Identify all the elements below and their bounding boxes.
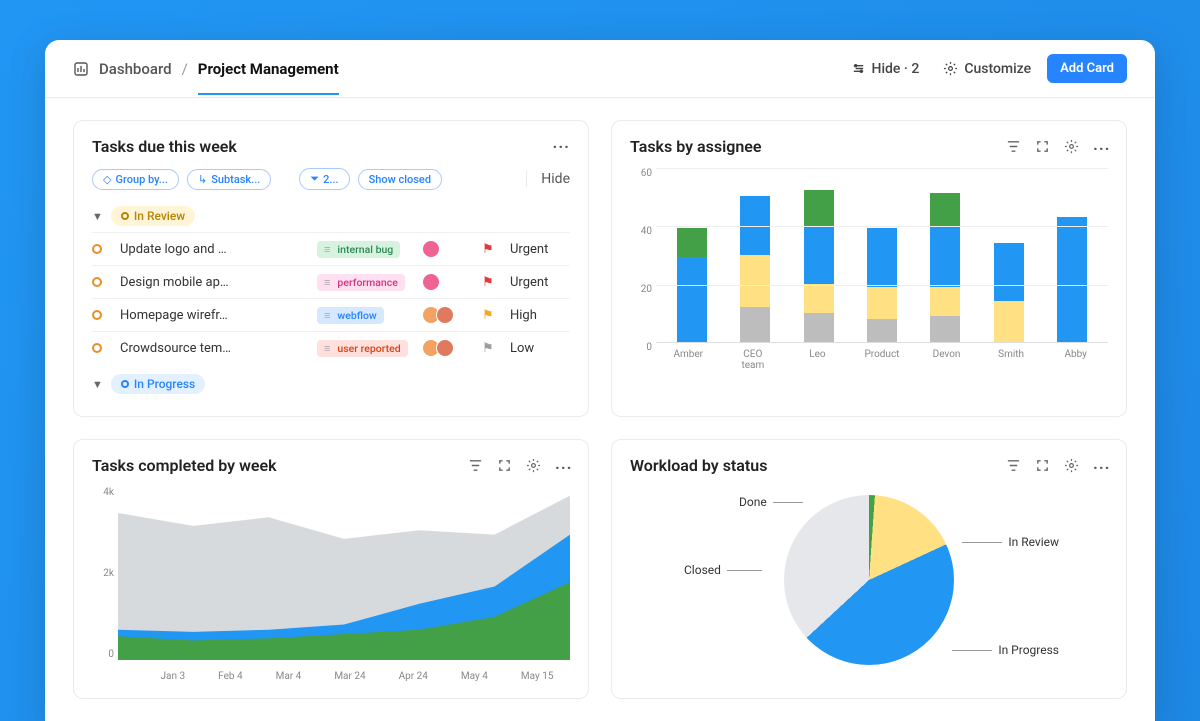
card-workload: Workload by status ··· Done In Review In P…	[611, 439, 1127, 699]
hide-link[interactable]: Hide	[526, 171, 570, 187]
assignees[interactable]	[422, 240, 472, 258]
breadcrumb-root[interactable]: Dashboard	[99, 60, 172, 78]
tag-badge[interactable]: user reported	[317, 340, 408, 357]
status-dot-icon	[92, 310, 102, 320]
flag-icon[interactable]: ⚑	[482, 341, 500, 356]
filter-pills: ◇ Group by... ↳ Subtask... ⏷ 2... Show c…	[92, 168, 570, 190]
status-dot-icon	[92, 343, 102, 353]
group-header-in-review[interactable]: ▼ In Review	[92, 200, 570, 232]
pie-label: In Progress	[952, 643, 1059, 657]
assignees[interactable]	[422, 273, 472, 291]
topbar: Dashboard / Project Management Hide · 2 …	[45, 40, 1155, 98]
task-name: Update logo and …	[120, 242, 307, 257]
tag-badge[interactable]: internal bug	[317, 241, 400, 258]
hide-button-label: Hide · 2	[872, 61, 920, 77]
pie-label: Closed	[684, 563, 762, 577]
priority-label: Urgent	[510, 275, 570, 290]
dashboard-icon	[73, 61, 89, 77]
task-name: Homepage wirefr…	[120, 308, 307, 323]
priority-label: Urgent	[510, 242, 570, 257]
card-menu-icon[interactable]: ···	[1093, 139, 1108, 154]
bar[interactable]	[994, 243, 1024, 342]
status-dot-icon	[92, 244, 102, 254]
stacked-bar-chart: 6040200 AmberCEO teamLeoProductDevonSmit…	[630, 168, 1108, 371]
cards-grid: Tasks due this week ··· ◇ Group by... ↳ …	[45, 98, 1155, 721]
flag-icon[interactable]: ⚑	[482, 308, 500, 323]
tag-badge[interactable]: webflow	[317, 307, 384, 324]
expand-icon[interactable]	[1035, 458, 1050, 473]
priority-label: High	[510, 308, 570, 323]
priority-label: Low	[510, 341, 570, 356]
chevron-down-icon[interactable]: ▼	[92, 378, 103, 391]
customize-button[interactable]: Customize	[935, 55, 1039, 83]
app-window: Dashboard / Project Management Hide · 2 …	[45, 40, 1155, 721]
chevron-down-icon[interactable]: ▼	[92, 210, 103, 223]
expand-icon[interactable]	[497, 458, 512, 473]
filter-icon[interactable]	[1006, 458, 1021, 473]
flag-icon[interactable]: ⚑	[482, 275, 500, 290]
status-dot-icon	[92, 277, 102, 287]
area-chart: 4k2k0 Jan 3Feb 4Mar 4Mar 24Apr 24May 4Ma…	[92, 487, 570, 682]
group-header-in-progress[interactable]: ▼ In Progress	[92, 368, 570, 400]
gear-icon[interactable]	[526, 458, 541, 473]
pill-filter-count[interactable]: ⏷ 2...	[299, 168, 349, 190]
avatar	[422, 240, 440, 258]
pie-label: In Review	[962, 535, 1059, 549]
gear-icon[interactable]	[1064, 139, 1079, 154]
card-title: Tasks by assignee	[630, 137, 762, 156]
card-menu-icon[interactable]: ···	[555, 458, 570, 473]
bar[interactable]	[930, 193, 960, 342]
assignees[interactable]	[422, 339, 472, 357]
pie-chart: Done In Review In Progress Closed	[630, 487, 1108, 665]
filter-icon[interactable]	[468, 458, 483, 473]
table-row[interactable]: Design mobile ap… performance ⚑ Urgent	[92, 265, 570, 298]
table-row[interactable]: Update logo and … internal bug ⚑ Urgent	[92, 232, 570, 265]
card-tasks-by-assignee: Tasks by assignee ··· 6040200 AmberCEO t…	[611, 120, 1127, 417]
table-row[interactable]: Homepage wirefr… webflow ⚑ High	[92, 298, 570, 331]
task-name: Design mobile ap…	[120, 275, 307, 290]
bar[interactable]	[804, 190, 834, 342]
task-list: Update logo and …internal bug⚑UrgentDesi…	[92, 232, 570, 364]
card-menu-icon[interactable]: ···	[553, 137, 570, 156]
pill-show-closed[interactable]: Show closed	[358, 169, 442, 190]
card-title: Workload by status	[630, 456, 767, 475]
card-tasks-completed: Tasks completed by week ··· 4k2k0 Jan 3F…	[73, 439, 589, 699]
gear-icon[interactable]	[1064, 458, 1079, 473]
avatar	[436, 339, 454, 357]
assignees[interactable]	[422, 306, 472, 324]
bar[interactable]	[740, 196, 770, 342]
pill-subtask[interactable]: ↳ Subtask...	[187, 169, 271, 190]
task-name: Crowdsource tem…	[120, 341, 307, 356]
avatar	[436, 306, 454, 324]
card-title: Tasks due this week	[92, 137, 237, 156]
card-title: Tasks completed by week	[92, 456, 277, 475]
breadcrumb: Dashboard / Project Management	[73, 60, 339, 78]
bar[interactable]	[1057, 217, 1087, 342]
tag-badge[interactable]: performance	[317, 274, 405, 291]
card-menu-icon[interactable]: ···	[1093, 458, 1108, 473]
card-tasks-due: Tasks due this week ··· ◇ Group by... ↳ …	[73, 120, 589, 417]
breadcrumb-separator: /	[182, 60, 188, 78]
flag-icon[interactable]: ⚑	[482, 242, 500, 257]
pill-group-by[interactable]: ◇ Group by...	[92, 169, 179, 190]
hide-button[interactable]: Hide · 2	[843, 55, 928, 83]
avatar	[422, 273, 440, 291]
add-card-button[interactable]: Add Card	[1047, 54, 1127, 83]
expand-icon[interactable]	[1035, 139, 1050, 154]
table-row[interactable]: Crowdsource tem… user reported ⚑ Low	[92, 331, 570, 364]
filter-icon[interactable]	[1006, 139, 1021, 154]
breadcrumb-current[interactable]: Project Management	[198, 60, 339, 94]
pie-label: Done	[739, 495, 803, 509]
customize-button-label: Customize	[964, 61, 1031, 77]
